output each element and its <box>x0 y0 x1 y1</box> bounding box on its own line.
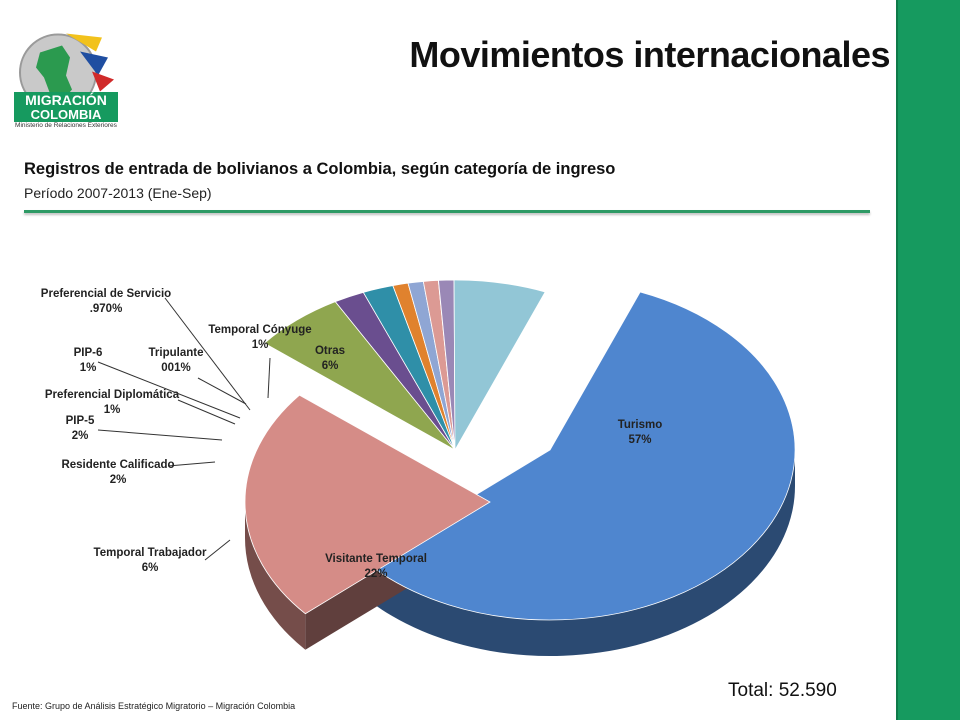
slice-label-pct: 1% <box>80 362 97 374</box>
slice-label: Temporal Trabajador 6% <box>94 547 207 574</box>
slice-label-pct: 2% <box>110 474 127 486</box>
leader-line <box>267 357 271 399</box>
slice-label-pct: 6% <box>142 562 159 574</box>
slice-label-name: PIP-6 <box>74 347 103 359</box>
slice-label-pct: .970% <box>90 303 123 315</box>
slice-label-name: Preferencial Diplomática <box>45 389 180 401</box>
slice-label: Residente Calificado 2% <box>61 459 174 486</box>
slice-label: PIP-6 1% <box>74 347 103 374</box>
slice-label: PIP-5 2% <box>66 415 95 442</box>
slice-label-pct: 6% <box>322 360 339 372</box>
leader-line <box>164 297 251 411</box>
chart-subtitle: Registros de entrada de bolivianos a Col… <box>24 160 616 178</box>
slice-label-pct: 22% <box>364 568 387 580</box>
slice-label: Temporal Cónyuge 1% <box>208 324 311 351</box>
chart-period: Período 2007-2013 (Ene-Sep) <box>24 185 212 201</box>
slice-label: Visitante Temporal 22% <box>325 553 427 580</box>
globe-logo-icon <box>19 33 114 112</box>
slice-label: Tripulante 001% <box>149 347 204 374</box>
slice-label-name: Preferencial de Servicio <box>41 288 171 300</box>
total-label: Total: 52.590 <box>728 680 837 701</box>
slice-label-name: Residente Calificado <box>61 459 174 471</box>
leader-line <box>177 399 236 425</box>
pie-slice-turismo <box>364 291 796 621</box>
slice-label-pct: 1% <box>104 404 121 416</box>
slice-label-pct: 57% <box>628 434 651 446</box>
page-title: Movimientos internacionales <box>409 34 890 75</box>
slice-label-name: Turismo <box>618 419 663 431</box>
leader-line <box>97 361 241 419</box>
side-accent-bar <box>898 0 960 720</box>
slice-label-name: Tripulante <box>149 347 204 359</box>
pie-slice-visitante-temporal <box>244 394 491 615</box>
slice-label-pct: 2% <box>72 430 89 442</box>
slice-label-name: PIP-5 <box>66 415 95 427</box>
logo-wordmark-top: MIGRACIÓN <box>14 92 118 108</box>
slice-label: Otras 6% <box>315 345 345 372</box>
pie-slice-wall <box>365 450 795 656</box>
leader-line <box>204 539 231 561</box>
header-divider <box>24 210 870 213</box>
slice-label: Turismo 57% <box>618 419 663 446</box>
side-accent-edge <box>896 0 898 720</box>
slice-label: Preferencial de Servicio .970% <box>41 288 171 315</box>
pie-slice-wall <box>245 502 306 650</box>
leader-line <box>197 377 247 405</box>
logo-ministry-caption: Ministerio de Relaciones Exteriores <box>15 122 117 129</box>
pie-slice-otras <box>453 279 546 452</box>
slice-label-pct: 001% <box>161 362 190 374</box>
slice-label: Preferencial Diplomática 1% <box>45 389 180 416</box>
slice-label-name: Temporal Cónyuge <box>208 324 311 336</box>
leader-line <box>97 429 223 441</box>
slice-label-name: Visitante Temporal <box>325 553 427 565</box>
slice-label-name: Otras <box>315 345 345 357</box>
logo-wordmark-bottom: COLOMBIA <box>14 108 118 122</box>
leader-line <box>167 461 216 467</box>
slice-label-name: Temporal Trabajador <box>94 547 207 559</box>
slice-label-pct: 1% <box>252 339 269 351</box>
source-note: Fuente: Grupo de Análisis Estratégico Mi… <box>12 701 296 711</box>
